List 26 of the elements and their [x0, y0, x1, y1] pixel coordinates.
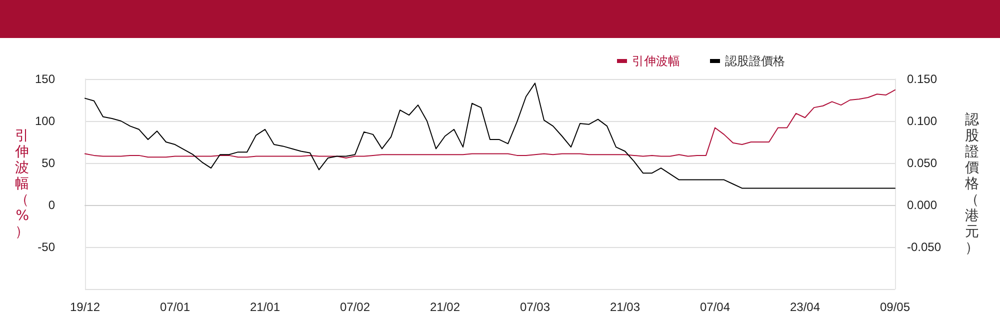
x-tick-label: 09/05 — [880, 300, 910, 314]
text: 認股證價格（港元） — [965, 112, 979, 256]
x-tick-label: 19/12 — [70, 300, 100, 314]
legend-label: 引伸波幅 — [632, 54, 680, 68]
x-tick-label: 21/01 — [250, 300, 280, 314]
legend-label: 認股證價格 — [725, 54, 785, 68]
y2-tick-label: 0.000 — [907, 198, 938, 212]
y2-tick-label: -0.050 — [907, 240, 942, 254]
y-tick-label: 100 — [34, 114, 56, 128]
line-series — [84, 82, 896, 189]
x-tick-label: 07/02 — [340, 300, 370, 314]
x-tick-label: 07/04 — [700, 300, 730, 314]
x-tick-label: 07/03 — [520, 300, 550, 314]
y-tick-label: 50 — [42, 156, 56, 170]
line-series — [84, 89, 896, 158]
y-axis-title: 引伸波幅（%） — [14, 128, 30, 240]
y2-tick-label: 0.100 — [907, 114, 938, 128]
y2-tick-label: 0.150 — [907, 72, 938, 86]
y2-tick-label: 0.050 — [907, 156, 938, 170]
y-tick-label: 0 — [48, 198, 56, 212]
x-tick-label: 21/02 — [430, 300, 460, 314]
y-tick-label: -50 — [38, 240, 56, 254]
x-tick-label: 07/01 — [160, 300, 190, 314]
y-tick-label: 150 — [34, 72, 56, 86]
x-tick-label: 23/04 — [790, 300, 820, 314]
x-tick-label: 21/03 — [610, 300, 640, 314]
